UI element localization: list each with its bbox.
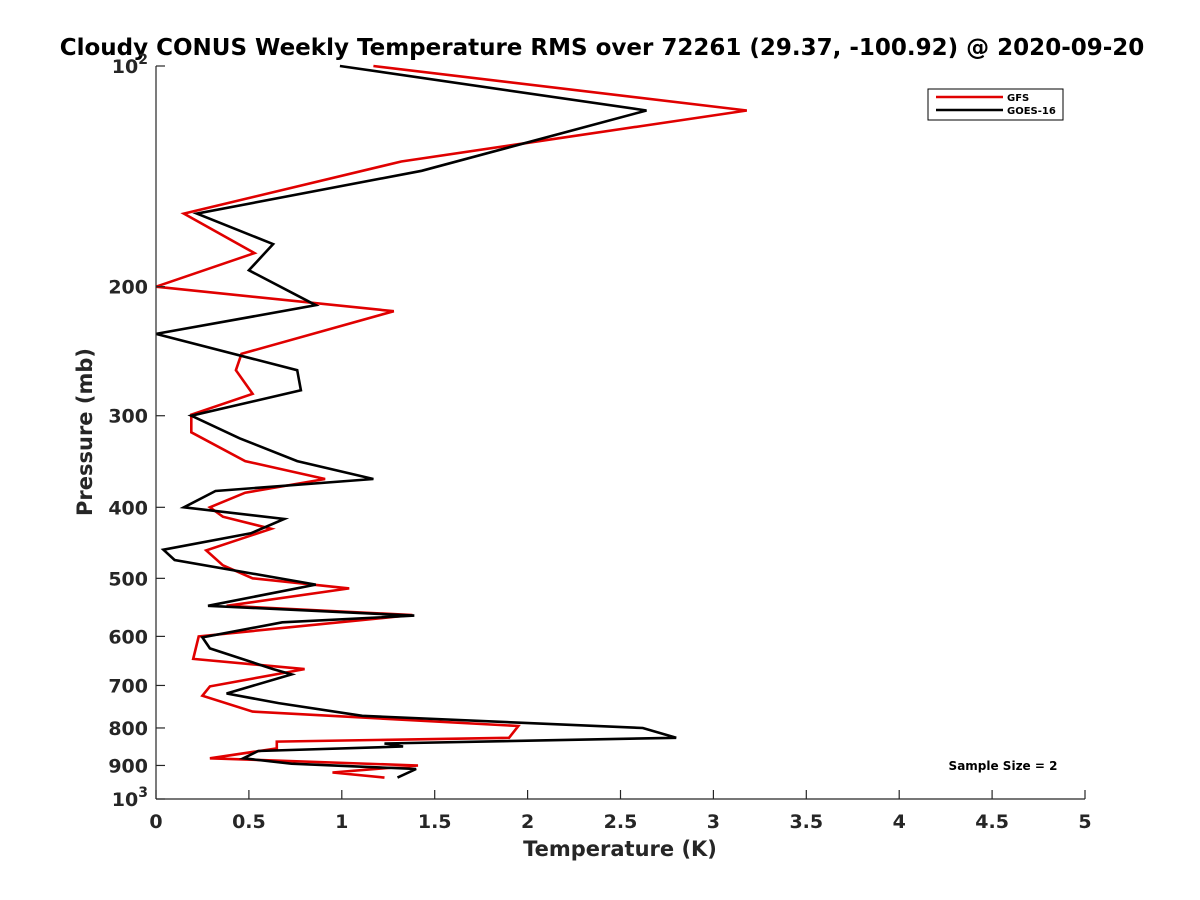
x-axis-label: Temperature (K) (523, 837, 717, 861)
legend: GFS GOES-16 (927, 88, 1064, 121)
y-tick-label: 300 (108, 406, 148, 428)
y-tick-label: 800 (108, 718, 148, 740)
y-tick-label: 500 (108, 568, 148, 590)
y-tick-label: 102 (112, 52, 148, 78)
x-tick-label: 3 (707, 811, 720, 833)
chart-title: Cloudy CONUS Weekly Temperature RMS over… (60, 35, 1145, 61)
x-ticks: 0 0.5 1 1.5 2 2.5 3 3.5 4 4.5 5 (149, 790, 1092, 833)
x-tick-label: 0 (149, 811, 162, 833)
y-ticks: 102 200 300 400 500 600 700 800 900 103 (108, 52, 165, 811)
y-tick-label: 900 (108, 755, 148, 777)
x-tick-label: 4 (893, 811, 906, 833)
y-tick-label: 700 (108, 675, 148, 697)
sample-size-annotation: Sample Size = 2 (949, 759, 1058, 773)
x-tick-label: 1 (335, 811, 348, 833)
x-tick-label: 2.5 (604, 811, 638, 833)
x-tick-label: 0.5 (232, 811, 266, 833)
x-tick-label: 5 (1078, 811, 1091, 833)
x-tick-label: 4.5 (975, 811, 1009, 833)
y-tick-label: 400 (108, 497, 148, 519)
plot-area (156, 66, 1085, 799)
x-tick-label: 2 (521, 811, 534, 833)
y-tick-label: 103 (112, 785, 148, 811)
y-tick-label: 200 (108, 277, 148, 299)
series-line-gfs (155, 64, 747, 779)
legend-label-gfs: GFS (1007, 93, 1029, 104)
x-tick-label: 3.5 (789, 811, 823, 833)
x-tick-label: 1.5 (418, 811, 452, 833)
legend-label-goes16: GOES-16 (1007, 106, 1056, 117)
series-line-goes16 (155, 64, 677, 779)
series-layer (155, 64, 747, 779)
y-tick-label: 600 (108, 626, 148, 648)
legend-box (927, 88, 1064, 121)
y-axis-label: Pressure (mb) (73, 348, 97, 516)
